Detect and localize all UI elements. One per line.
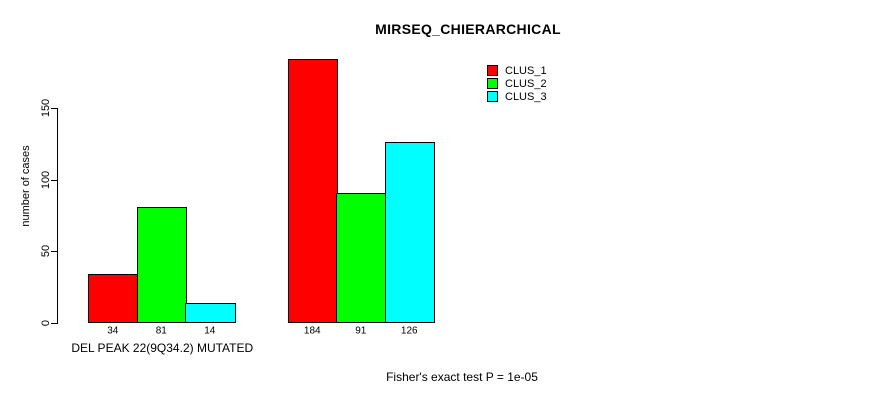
bar-value-label: 126 [400, 325, 418, 337]
y-tick [51, 179, 57, 181]
y-tick [51, 251, 57, 253]
legend-label-clus3: CLUS_3 [505, 90, 547, 103]
y-axis-line [57, 108, 58, 324]
bar-value-label: 184 [303, 325, 321, 337]
legend-item-clus1: CLUS_1 [487, 64, 547, 77]
bar-value-label: 91 [355, 325, 367, 337]
bar-value-label: 14 [204, 325, 216, 337]
bar-clus_2-group2 [336, 192, 387, 323]
bar-value-label: 81 [155, 325, 167, 337]
bar-value-label: 34 [107, 325, 119, 337]
legend-label-clus1: CLUS_1 [505, 64, 547, 77]
y-tick-label: 100 [40, 170, 52, 189]
y-tick-label: 150 [40, 98, 52, 118]
y-tick [51, 108, 57, 109]
legend-item-clus2: CLUS_2 [487, 77, 547, 90]
legend-swatch-clus1 [487, 65, 498, 76]
annotation-text: Fisher's exact test P = 1e-05 [386, 370, 538, 384]
chart-title: MIRSEQ_CHIERARCHICAL [375, 21, 561, 37]
bar-clus_2-group1 [136, 206, 187, 323]
bar-clus_1-group2 [287, 59, 338, 323]
legend: CLUS_1 CLUS_2 CLUS_3 [487, 64, 547, 103]
bar-clus_1-group1 [88, 274, 139, 323]
legend-label-clus2: CLUS_2 [505, 77, 547, 90]
bar-clus_3-group2 [384, 142, 435, 323]
legend-swatch-clus3 [487, 91, 498, 102]
y-tick [51, 323, 57, 324]
bar-clus_3-group1 [185, 302, 236, 323]
x-category-label: DEL PEAK 22(9Q34.2) MUTATED [71, 341, 254, 355]
legend-item-clus3: CLUS_3 [487, 90, 547, 103]
y-tick-label: 0 [40, 319, 52, 327]
legend-swatch-clus2 [487, 78, 498, 89]
y-tick-label: 50 [40, 245, 52, 258]
